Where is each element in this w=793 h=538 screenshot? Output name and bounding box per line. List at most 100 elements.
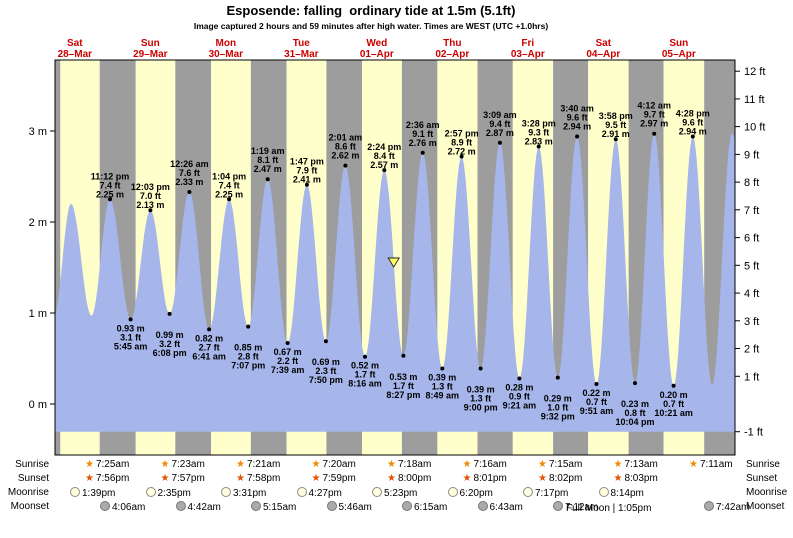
sunrise-time: 7:13am — [624, 459, 658, 470]
low-tide-label-line: 5:45 am — [114, 341, 148, 351]
low-tide-label-line: 0.9 ft — [509, 392, 530, 402]
sunset-entry: ★ 7:57pm — [161, 473, 205, 485]
high-tide-label-line: 3:58 pm — [599, 111, 633, 121]
sunrise-time: 7:11am — [699, 459, 733, 470]
low-tide-label-line: 0.28 m — [505, 383, 533, 393]
high-tide-dot — [187, 190, 192, 194]
y-axis-left-label: 1 m — [29, 308, 47, 320]
high-tide-dot — [343, 163, 348, 168]
y-axis-right-label: 6 ft — [744, 233, 759, 245]
page-title: Esposende: falling ordinary tide at 1.5m… — [226, 3, 516, 18]
y-axis-left-label: 0 m — [29, 399, 47, 411]
high-tide-dot — [382, 168, 387, 173]
high-tide-label-line: 2.72 m — [448, 147, 476, 157]
sunset-entry: ★ 7:59pm — [312, 473, 356, 485]
sunrise-icon: ★ — [387, 459, 396, 470]
moonrise-time: 2:35pm — [157, 488, 191, 499]
sunset-icon: ★ — [160, 473, 170, 484]
high-tide-label-line: 2.25 m — [215, 189, 243, 199]
day-date-label: 30–Mar — [209, 49, 244, 60]
sunrise-entry: ★ 7:15am — [538, 459, 582, 471]
low-tide-dot — [478, 366, 483, 371]
high-tide-dot — [690, 134, 695, 139]
moonset-icon — [553, 501, 563, 511]
moonrise-time: 6:20pm — [459, 488, 493, 499]
sunrise-entry: ★ 7:25am — [85, 459, 129, 471]
low-tide-label-line: 0.39 m — [428, 373, 456, 383]
high-tide-label-line: 9.6 ft — [682, 118, 703, 128]
sunset-icon: ★ — [613, 473, 623, 484]
low-tide-label-line: 0.20 m — [660, 390, 688, 400]
moonset-icon — [175, 501, 186, 511]
sunrise-icon: ★ — [538, 459, 547, 470]
y-axis-right-label: 10 ft — [744, 122, 765, 134]
low-tide-label-line: 8:27 pm — [386, 390, 420, 400]
high-tide-label-line: 2.97 m — [640, 119, 668, 129]
sunrise-icon: ★ — [236, 459, 245, 470]
low-tide-label-line: 2.3 ft — [315, 366, 336, 376]
day-name-label: Wed — [366, 38, 387, 49]
moonrise-time: 5:23pm — [384, 488, 418, 499]
high-tide-label-line: 2.87 m — [486, 128, 514, 138]
low-tide-label-line: 1.3 ft — [432, 382, 453, 392]
low-tide-label-line: 0.39 m — [467, 385, 495, 395]
high-tide-label-line: 2:24 pm — [367, 142, 401, 152]
y-axis-right-label: 11 ft — [744, 94, 765, 106]
day-date-label: 31–Mar — [284, 49, 319, 60]
moonset-icon — [477, 501, 488, 511]
low-tide-label-line: 6:08 pm — [153, 348, 187, 358]
low-tide-label-line: 2.7 ft — [199, 342, 220, 352]
sunrise-time: 7:25am — [95, 459, 130, 470]
sunset-icon: ★ — [236, 473, 245, 484]
low-tide-label-line: 0.22 m — [582, 388, 610, 398]
moonrise-icon — [372, 487, 382, 497]
high-tide-label-line: 8.1 ft — [257, 155, 278, 165]
day-name-label: Sun — [141, 38, 160, 49]
moonset-row-label-right: Moonset — [746, 501, 785, 512]
sunset-icon: ★ — [538, 473, 547, 484]
high-tide-label-line: 2:01 am — [329, 133, 363, 143]
high-tide-label-line: 2:36 am — [406, 120, 440, 130]
high-tide-dot — [108, 197, 112, 202]
tide-curve-area — [55, 133, 735, 432]
low-tide-label-line: 0.8 ft — [624, 408, 645, 418]
low-tide-label-line: 9:00 pm — [464, 403, 498, 413]
moonset-icon — [251, 501, 261, 511]
low-tide-label-line: 9:32 pm — [541, 412, 575, 422]
day-date-label: 03–Apr — [511, 49, 545, 60]
sunrise-time: 7:18am — [397, 459, 432, 470]
day-name-label: Thu — [443, 38, 461, 49]
high-tide-label-line: 9.4 ft — [489, 119, 510, 129]
high-tide-label-line: 3:28 pm — [522, 119, 556, 129]
high-tide-label-line: 2.83 m — [525, 137, 553, 147]
sunset-entry: ★ 8:01pm — [463, 473, 507, 485]
high-tide-label-line: 2.94 m — [563, 122, 591, 132]
high-tide-label-line: 1:19 am — [251, 146, 285, 156]
low-tide-label-line: 0.82 m — [195, 333, 223, 343]
moonset-entry: 4:42am — [175, 501, 221, 514]
low-tide-dot — [555, 375, 560, 380]
sunrise-entry: ★ 7:20am — [312, 459, 356, 471]
low-tide-label-line: 10:04 pm — [615, 417, 654, 427]
low-tide-label-line: 1.0 ft — [547, 403, 568, 413]
low-tide-label-line: 0.99 m — [156, 330, 184, 340]
moonrise-entry: 6:20pm — [447, 487, 493, 500]
moonset-entry: 4:06am — [100, 501, 145, 514]
page-subtitle: Image captured 2 hours and 59 minutes af… — [193, 21, 549, 31]
low-tide-label-line: 3.1 ft — [120, 332, 141, 342]
moonrise-time: 1:39pm — [82, 488, 116, 499]
high-tide-dot — [227, 197, 232, 202]
low-tide-dot — [167, 311, 172, 316]
high-tide-dot — [459, 154, 464, 159]
high-tide-dot — [148, 208, 153, 213]
full-moon-note: Full Moon | 1:05pm — [566, 503, 652, 514]
sunrise-icon: ★ — [462, 459, 472, 470]
sunset-time: 8:01pm — [473, 473, 507, 484]
low-tide-label-line: 1.7 ft — [393, 381, 414, 391]
moonrise-time: 3:31pm — [233, 488, 267, 499]
sunrise-entry: ★ 7:11am — [689, 459, 733, 471]
low-tide-dot — [363, 354, 367, 359]
day-name-label: Sat — [67, 38, 83, 49]
moonset-time: 4:06am — [112, 502, 146, 513]
low-tide-label-line: 2.8 ft — [238, 352, 259, 362]
